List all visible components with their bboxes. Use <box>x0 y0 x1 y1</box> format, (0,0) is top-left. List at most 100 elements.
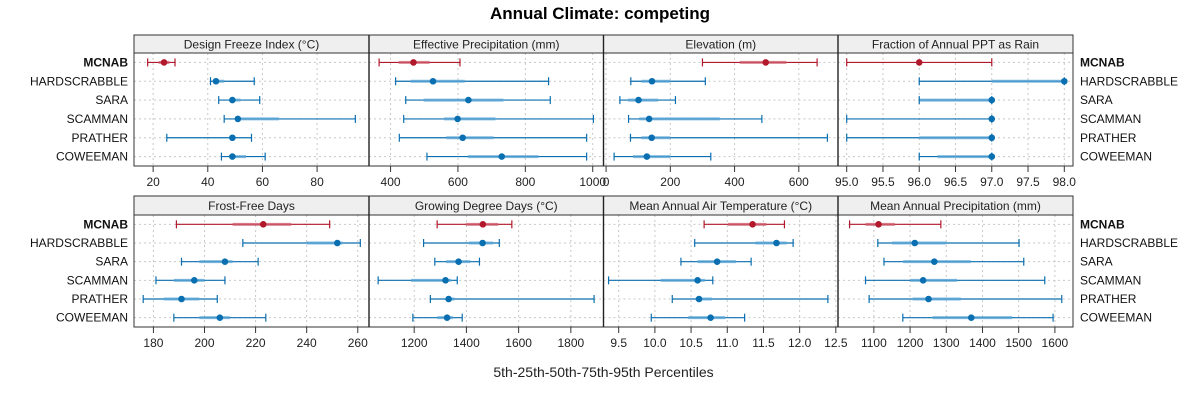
series-scamman <box>377 276 458 285</box>
x-tick-label: 11.5 <box>752 336 775 350</box>
median-point <box>229 134 236 142</box>
panel-border <box>368 52 604 167</box>
median-point <box>648 134 655 142</box>
median-point <box>445 295 452 303</box>
x-tick-label: 97.5 <box>1016 175 1040 189</box>
series-prather <box>846 133 996 142</box>
site-label-right: SARA <box>1080 93 1113 107</box>
x-tick-label: 96.0 <box>908 175 932 189</box>
median-point <box>645 115 653 123</box>
panel-border <box>368 214 604 328</box>
median-point <box>762 59 770 66</box>
median-point <box>648 77 656 85</box>
series-sara <box>405 96 551 105</box>
median-point <box>212 77 220 85</box>
series-mcnab <box>846 58 993 67</box>
median-point <box>259 221 267 228</box>
x-tick-label: 10.0 <box>643 336 667 350</box>
median-point <box>911 239 919 247</box>
x-tick-label: 1200 <box>401 336 428 350</box>
panel-2: Effective Precipitation (mm) 400 600 800 100… <box>368 34 606 189</box>
x-axis-label: 5th-25th-50th-75th-95th Percentiles <box>493 364 714 380</box>
panel-8: Mean Annual Precipitation (mm) 1100 1200 13… <box>837 195 1074 350</box>
panel-title: Design Freeze Index (°C) <box>184 38 320 52</box>
median-point <box>925 295 932 303</box>
site-label-right: HARDSCRABBLE <box>1080 74 1178 88</box>
x-tick-label: 95.5 <box>871 175 895 189</box>
series-scamman <box>864 276 1046 285</box>
median-point <box>455 258 462 265</box>
series-sara <box>680 257 752 266</box>
series-hardscrabble <box>877 239 1020 247</box>
median-point <box>160 59 168 66</box>
median-point <box>988 115 996 123</box>
series-hardscrabble <box>918 77 1068 86</box>
series-mcnab <box>848 220 942 229</box>
median-point <box>713 258 721 265</box>
median-point <box>410 59 417 66</box>
x-tick-label: 1300 <box>933 336 960 350</box>
site-label-right: HARDSCRABBLE <box>1080 236 1178 250</box>
series-sara <box>218 96 261 105</box>
site-label-left: PRATHER <box>72 292 129 306</box>
site-label-right: SARA <box>1080 255 1113 269</box>
series-prather <box>429 295 595 303</box>
median-point <box>695 295 703 303</box>
panel-title: Elevation (m) <box>685 38 756 52</box>
panel-5: Frost-Free Days 180 200 220 240 260 <box>133 195 370 350</box>
series-prather <box>868 295 1063 303</box>
median-point <box>190 277 198 284</box>
series-coweeman <box>650 313 746 322</box>
median-point <box>915 59 923 66</box>
x-tick-label: 12.0 <box>788 336 812 350</box>
panel-title: Growing Degree Days (°C) <box>415 199 558 213</box>
x-tick-label: 400 <box>381 175 401 189</box>
site-label-left: SCAMMAN <box>67 273 128 287</box>
site-label-right: SCAMMAN <box>1080 112 1141 126</box>
x-tick-label: 1200 <box>897 336 924 350</box>
x-tick-label: 9.5 <box>610 336 627 350</box>
panel-border <box>603 214 839 328</box>
median-point <box>635 96 642 104</box>
panel-4: Fraction of Annual PPT as Rain 95.0 95.5 96… <box>835 34 1076 189</box>
series-hardscrabble <box>395 77 550 86</box>
panel-7: Mean Annual Air Temperature (°C) 9.5 10.0 1… <box>603 195 848 350</box>
x-tick-label: 1000 <box>579 175 606 189</box>
series-scamman <box>223 114 356 123</box>
median-point <box>643 153 651 160</box>
x-tick-label: 80 <box>310 175 324 189</box>
x-tick-label: 0 <box>603 175 610 189</box>
median-point <box>988 96 996 104</box>
series-hardscrabble <box>694 239 794 247</box>
series-scamman <box>627 114 763 123</box>
series-mcnab <box>436 220 513 229</box>
series-prather <box>671 295 829 303</box>
panel-title: Mean Annual Air Temperature (°C) <box>629 199 812 213</box>
x-tick-label: 20 <box>146 175 160 189</box>
site-label-right: COWEEMAN <box>1080 311 1152 325</box>
series-mcnab <box>378 58 461 67</box>
median-point <box>229 96 236 104</box>
x-tick-label: 800 <box>515 175 535 189</box>
x-tick-label: 40 <box>201 175 215 189</box>
series-scamman <box>846 114 996 123</box>
site-label-right: MCNAB <box>1080 217 1125 231</box>
chart-title: Annual Climate: competing <box>489 4 711 23</box>
panel-border <box>837 214 1074 328</box>
median-point <box>459 134 466 142</box>
median-point <box>875 221 882 228</box>
series-sara <box>883 257 1025 266</box>
median-point <box>967 314 975 321</box>
x-tick-label: 12.5 <box>824 336 848 350</box>
median-point <box>498 153 506 160</box>
site-label-right: PRATHER <box>1080 131 1137 145</box>
x-tick-label: 10.5 <box>679 336 703 350</box>
median-point <box>707 314 714 321</box>
median-point <box>919 277 927 284</box>
median-point <box>749 221 756 228</box>
site-label-right: PRATHER <box>1080 292 1137 306</box>
panel-title: Frost-Free Days <box>208 199 295 213</box>
site-label-right: SCAMMAN <box>1080 273 1141 287</box>
site-label-left: MCNAB <box>83 217 128 231</box>
